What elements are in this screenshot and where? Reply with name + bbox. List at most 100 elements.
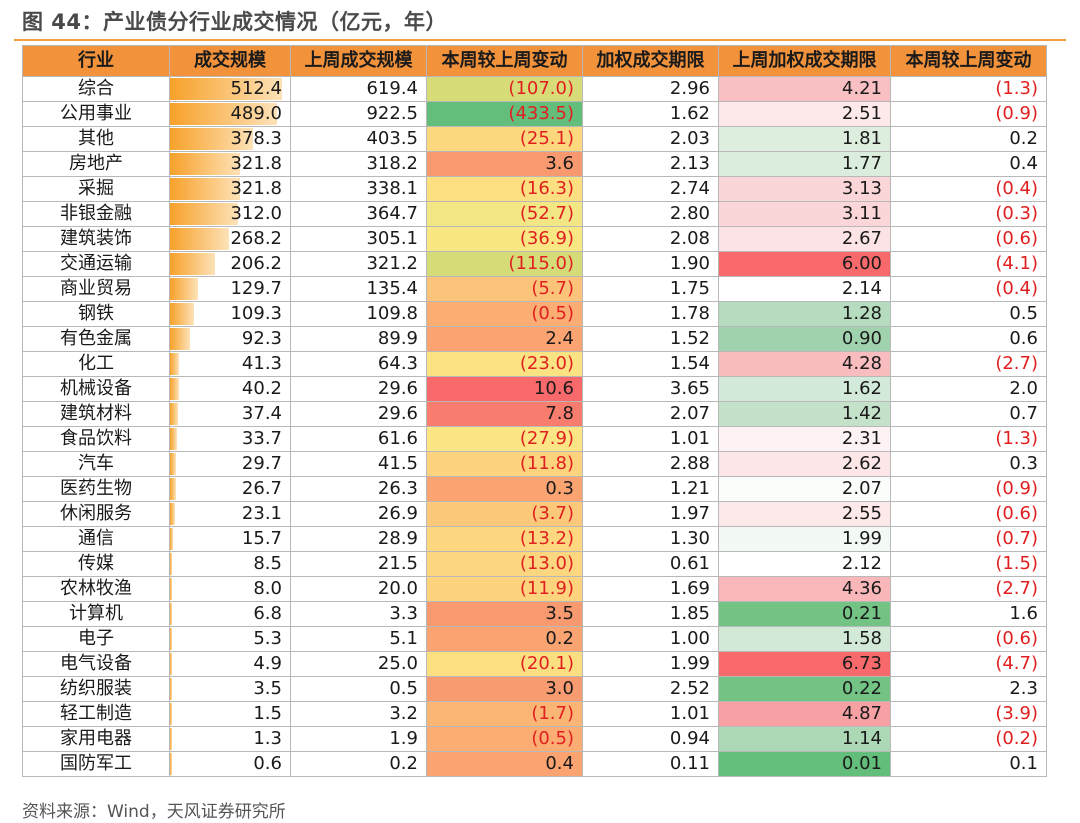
cell-prev-weighted-term: 0.22 (718, 676, 891, 702)
cell-volume: 37.4 (169, 401, 291, 427)
cell-prev-volume: 64.3 (290, 351, 427, 377)
cell-industry: 建筑装饰 (22, 226, 170, 252)
cell-prev-volume: 29.6 (290, 376, 427, 402)
volume-data-bar (170, 228, 229, 250)
cell-prev-weighted-term: 2.62 (718, 451, 891, 477)
cell-term-change: 0.1 (890, 751, 1047, 777)
cell-weighted-term: 1.75 (582, 276, 719, 302)
cell-volume-change: (1.7) (426, 701, 583, 727)
volume-value: 321.8 (230, 153, 282, 174)
cell-weighted-term: 1.90 (582, 251, 719, 277)
cell-volume-change: 10.6 (426, 376, 583, 402)
cell-term-change: 0.5 (890, 301, 1047, 327)
cell-volume-change: 0.2 (426, 626, 583, 652)
title-divider (14, 39, 1066, 41)
cell-industry: 家用电器 (22, 726, 170, 752)
volume-value: 0.6 (253, 753, 282, 774)
cell-volume-change: (23.0) (426, 351, 583, 377)
cell-prev-volume: 29.6 (290, 401, 427, 427)
col-header-volume: 成交规模 (169, 45, 291, 77)
cell-prev-weighted-term: 1.81 (718, 126, 891, 152)
cell-volume-change: (13.0) (426, 551, 583, 577)
cell-volume-change: (16.3) (426, 176, 583, 202)
cell-prev-volume: 0.2 (290, 751, 427, 777)
cell-weighted-term: 2.07 (582, 401, 719, 427)
cell-industry: 医药生物 (22, 476, 170, 502)
cell-industry: 电气设备 (22, 651, 170, 677)
cell-industry: 化工 (22, 351, 170, 377)
cell-weighted-term: 1.54 (582, 351, 719, 377)
cell-weighted-term: 2.74 (582, 176, 719, 202)
cell-term-change: 0.4 (890, 151, 1047, 177)
cell-volume: 312.0 (169, 201, 291, 227)
volume-data-bar (170, 503, 176, 525)
cell-term-change: (3.9) (890, 701, 1047, 727)
cell-term-change: (0.6) (890, 226, 1047, 252)
volume-value: 23.1 (241, 503, 282, 524)
table-row: 纺织服装 3.5 0.5 3.0 2.52 0.22 2.3 (22, 676, 1047, 702)
cell-term-change: 0.3 (890, 451, 1047, 477)
industry-bond-trading-table: 行业 成交规模 上周成交规模 本周较上周变动 加权成交期限 上周加权成交期限 本… (22, 45, 1047, 777)
cell-term-change: 0.7 (890, 401, 1047, 427)
cell-volume-change: (115.0) (426, 251, 583, 277)
volume-value: 37.4 (241, 403, 282, 424)
cell-prev-weighted-term: 4.21 (718, 76, 891, 102)
cell-volume-change: (11.8) (426, 451, 583, 477)
cell-volume-change: (107.0) (426, 76, 583, 102)
volume-value: 321.8 (230, 178, 282, 199)
cell-prev-volume: 5.1 (290, 626, 427, 652)
cell-prev-weighted-term: 0.01 (718, 751, 891, 777)
cell-prev-weighted-term: 2.07 (718, 476, 891, 502)
volume-data-bar (170, 353, 180, 375)
volume-data-bar (170, 403, 179, 425)
volume-data-bar (170, 628, 172, 650)
cell-industry: 有色金属 (22, 326, 170, 352)
volume-value: 378.3 (230, 128, 282, 149)
cell-weighted-term: 2.03 (582, 126, 719, 152)
cell-volume-change: (20.1) (426, 651, 583, 677)
cell-industry: 钢铁 (22, 301, 170, 327)
table-row: 公用事业 489.0 922.5 (433.5) 1.62 2.51 (0.9) (22, 101, 1047, 127)
cell-weighted-term: 1.21 (582, 476, 719, 502)
table-row: 食品饮料 33.7 61.6 (27.9) 1.01 2.31 (1.3) (22, 426, 1047, 452)
cell-weighted-term: 3.65 (582, 376, 719, 402)
cell-prev-volume: 26.3 (290, 476, 427, 502)
volume-data-bar (170, 253, 216, 275)
cell-weighted-term: 1.30 (582, 526, 719, 552)
volume-data-bar (170, 128, 253, 150)
table-row: 钢铁 109.3 109.8 (0.5) 1.78 1.28 0.5 (22, 301, 1047, 327)
volume-data-bar (170, 303, 194, 325)
cell-volume: 4.9 (169, 651, 291, 677)
cell-prev-weighted-term: 6.73 (718, 651, 891, 677)
cell-term-change: (0.6) (890, 501, 1047, 527)
cell-industry: 传媒 (22, 551, 170, 577)
cell-prev-weighted-term: 2.31 (718, 426, 891, 452)
volume-data-bar (170, 603, 172, 625)
cell-prev-weighted-term: 1.28 (718, 301, 891, 327)
cell-industry: 食品饮料 (22, 426, 170, 452)
cell-prev-volume: 922.5 (290, 101, 427, 127)
cell-volume: 206.2 (169, 251, 291, 277)
cell-volume-change: (5.7) (426, 276, 583, 302)
cell-volume: 40.2 (169, 376, 291, 402)
cell-industry: 非银金融 (22, 201, 170, 227)
cell-prev-weighted-term: 1.14 (718, 726, 891, 752)
cell-industry: 商业贸易 (22, 276, 170, 302)
cell-volume: 3.5 (169, 676, 291, 702)
cell-prev-volume: 28.9 (290, 526, 427, 552)
cell-term-change: (1.3) (890, 426, 1047, 452)
cell-weighted-term: 1.78 (582, 301, 719, 327)
col-header-volume-change: 本周较上周变动 (426, 45, 583, 77)
cell-volume: 41.3 (169, 351, 291, 377)
volume-data-bar (170, 703, 172, 725)
cell-volume: 321.8 (169, 151, 291, 177)
cell-volume: 8.0 (169, 576, 291, 602)
volume-data-bar (170, 278, 199, 300)
cell-volume: 92.3 (169, 326, 291, 352)
cell-volume-change: 2.4 (426, 326, 583, 352)
cell-industry: 房地产 (22, 151, 170, 177)
table-row: 化工 41.3 64.3 (23.0) 1.54 4.28 (2.7) (22, 351, 1047, 377)
volume-value: 109.3 (230, 303, 282, 324)
table-row: 家用电器 1.3 1.9 (0.5) 0.94 1.14 (0.2) (22, 726, 1047, 752)
volume-value: 3.5 (253, 678, 282, 699)
